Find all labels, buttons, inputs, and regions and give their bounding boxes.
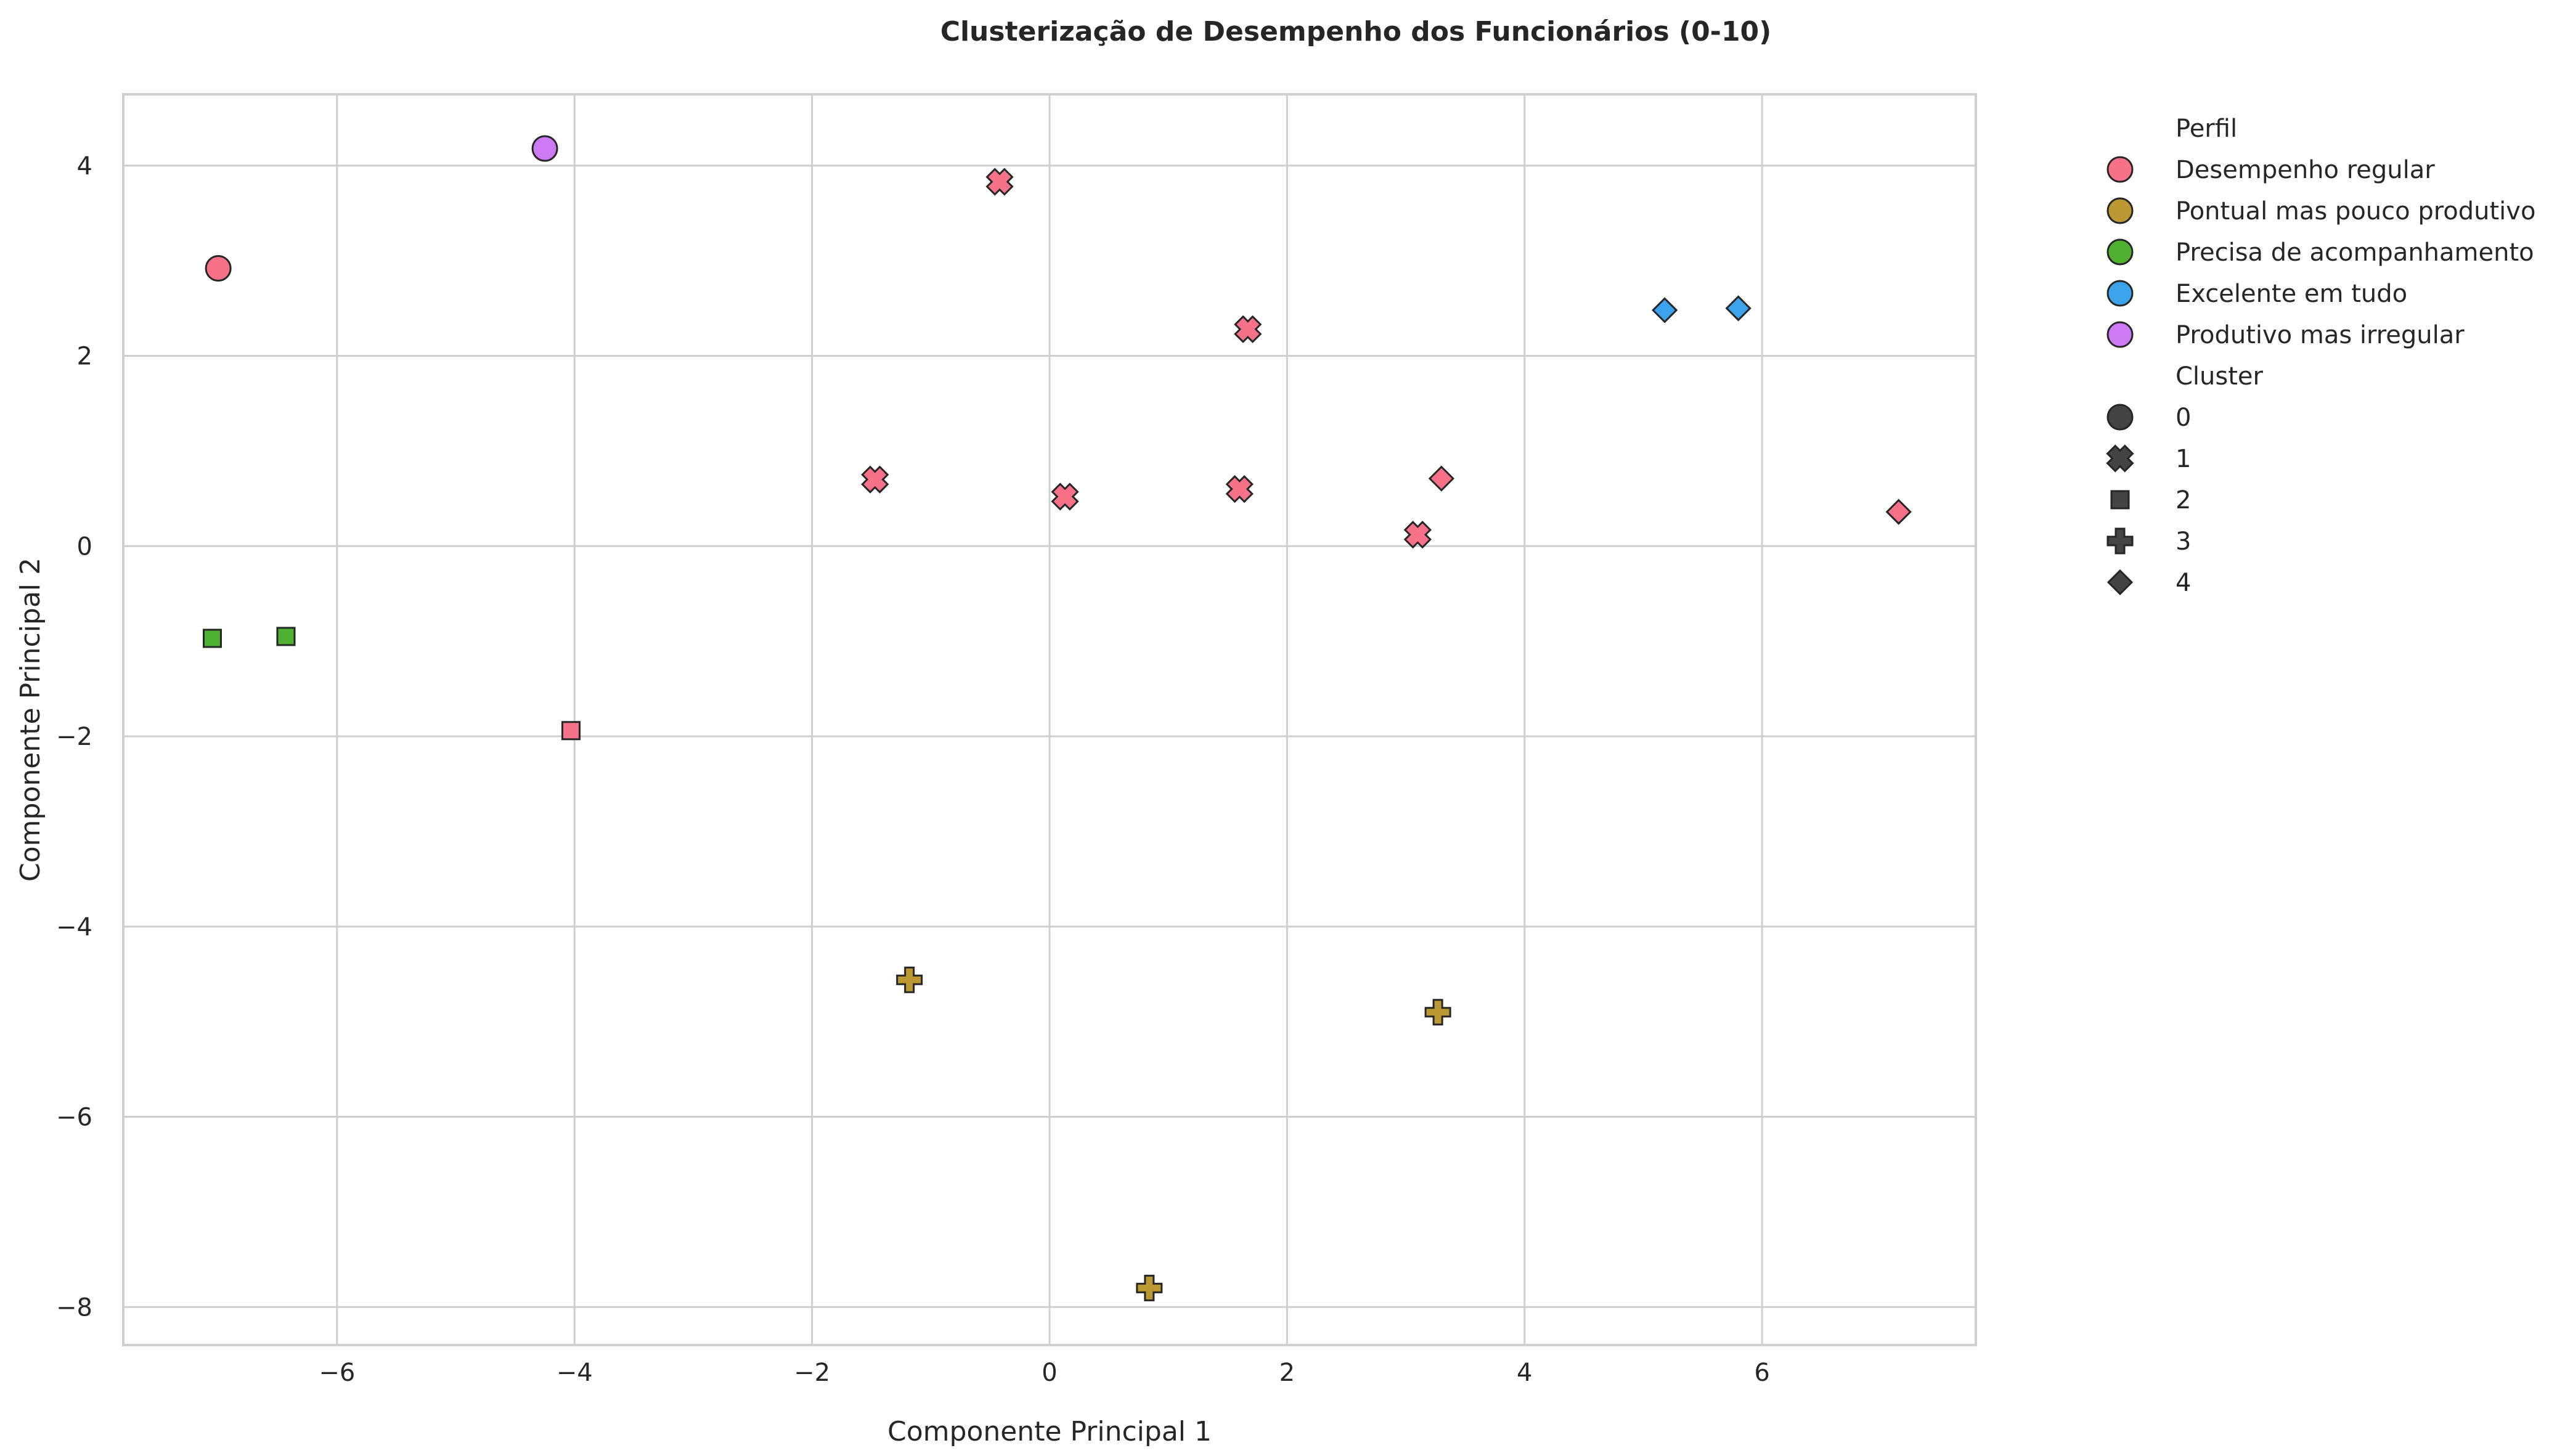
data-point <box>203 628 222 648</box>
data-point <box>205 255 232 282</box>
data-point <box>1885 498 1912 525</box>
y-tick-label: −4 <box>56 913 92 942</box>
legend-entry-cluster: 3 <box>2176 527 2191 556</box>
legend-entry-perfil: Excelente em tudo <box>2176 280 2407 308</box>
x-axis-label: Componente Principal 1 <box>887 1416 1212 1447</box>
legend-marker-cluster <box>2110 490 2130 510</box>
y-tick-label: −8 <box>56 1293 92 1322</box>
legend-entry-perfil: Desempenho regular <box>2176 156 2435 184</box>
legend-entry-perfil: Precisa de acompanhamento <box>2176 238 2534 267</box>
grid <box>123 94 1976 1345</box>
data-point <box>1136 1274 1163 1301</box>
data-point <box>985 168 1014 196</box>
data-point <box>896 966 923 993</box>
x-tick-label: −6 <box>319 1359 355 1387</box>
y-tick-label: 2 <box>77 343 92 371</box>
legend-title-perfil: Perfil <box>2176 115 2237 143</box>
legend-entry-perfil: Produtivo mas irregular <box>2176 321 2465 349</box>
legend-marker-perfil <box>2106 238 2134 266</box>
legend-marker-perfil <box>2106 197 2134 224</box>
legend-marker-cluster <box>2106 569 2134 596</box>
y-tick-label: 0 <box>77 532 92 561</box>
data-point <box>531 135 558 162</box>
legend-marker-cluster <box>2106 527 2134 555</box>
y-tick-label: 4 <box>77 152 92 181</box>
legend-entry-cluster: 2 <box>2176 486 2191 514</box>
y-axis-label: Componente Principal 2 <box>15 558 46 882</box>
legend-marker-perfil <box>2106 156 2134 183</box>
x-tick-labels: −6 −4 −2 0 2 4 6 <box>319 1359 1770 1387</box>
legend-entry-perfil: Pontual mas pouco produtivo <box>2176 197 2535 226</box>
chart-title: Clusterização de Desempenho dos Funcioná… <box>940 16 1772 47</box>
legend-marker-perfil <box>2106 280 2134 307</box>
legend: Perfil Desempenho regular Pontual mas pouc… <box>2106 115 2535 597</box>
data-point <box>1428 465 1455 492</box>
legend-marker-cluster <box>2106 444 2134 473</box>
data-point <box>1403 521 1432 549</box>
legend-entry-cluster: 1 <box>2176 445 2191 473</box>
data-point <box>1225 475 1254 503</box>
data-point <box>1234 315 1262 343</box>
data-point <box>561 721 581 741</box>
x-tick-label: 4 <box>1517 1359 1532 1387</box>
x-tick-label: 0 <box>1042 1359 1057 1387</box>
legend-entry-cluster: 0 <box>2176 404 2191 432</box>
y-tick-labels: −8 −6 −4 −2 0 2 4 <box>56 152 92 1322</box>
legend-marker-perfil <box>2106 321 2134 348</box>
data-point <box>1424 999 1451 1026</box>
x-tick-label: −4 <box>557 1359 593 1387</box>
x-tick-label: 2 <box>1279 1359 1295 1387</box>
legend-marker-cluster <box>2106 404 2134 431</box>
data-points <box>203 135 1912 1301</box>
legend-title-cluster: Cluster <box>2176 362 2264 391</box>
data-point <box>1652 297 1678 323</box>
data-point <box>1051 482 1079 511</box>
y-tick-label: −6 <box>56 1104 92 1132</box>
data-point <box>276 627 296 646</box>
data-point <box>861 465 889 494</box>
data-point <box>1725 295 1752 322</box>
x-tick-label: 6 <box>1754 1359 1769 1387</box>
plot-frame <box>122 93 1977 1346</box>
legend-entry-cluster: 4 <box>2176 569 2191 597</box>
x-tick-label: −2 <box>794 1359 830 1387</box>
y-tick-label: −2 <box>56 723 92 751</box>
